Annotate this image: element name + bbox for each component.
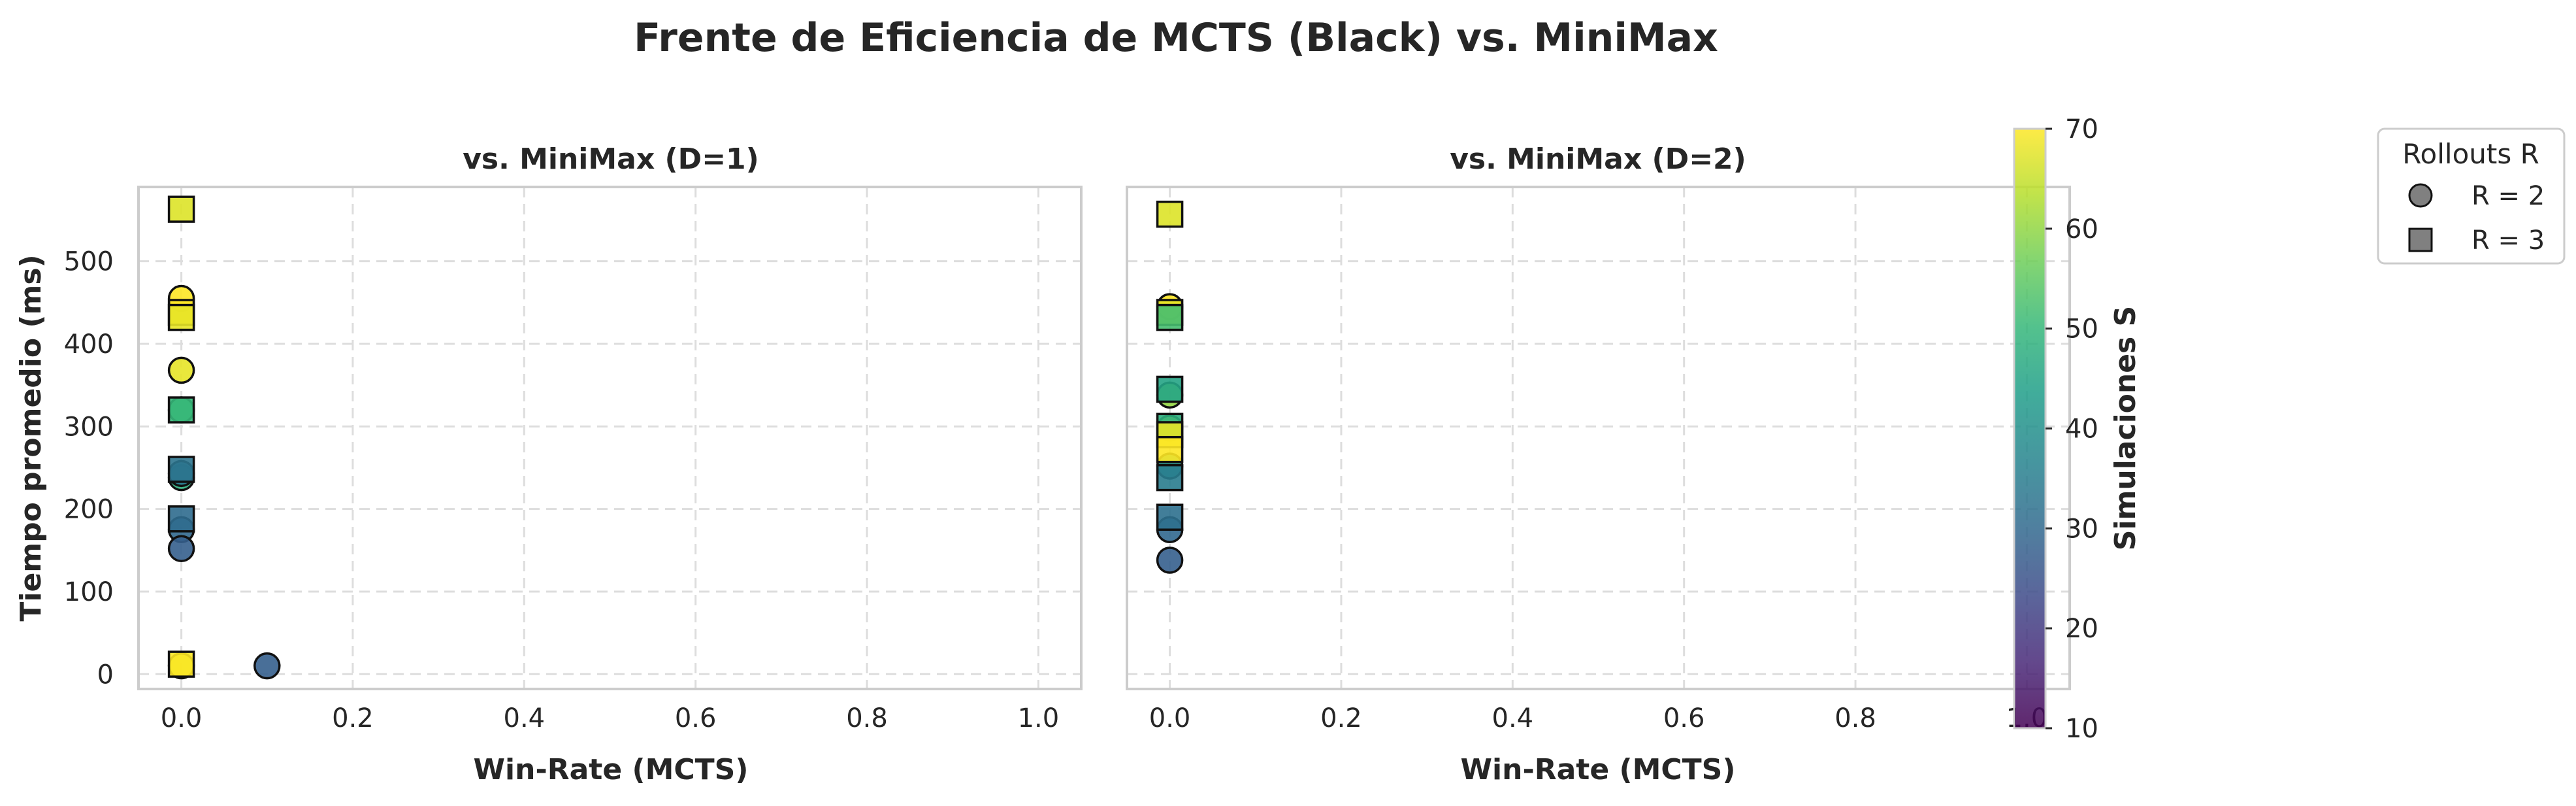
y-tick-label: 500 [64,247,114,277]
colorbar-gradient [2014,129,2046,728]
data-point-square [1156,303,1184,331]
subplot-d1: vs. MiniMax (D=1) 0.0 0.2 0.4 0.6 0.8 1.0 0 100… [14,143,1083,786]
colorbar-tick-label: 60 [2065,214,2098,244]
x-tick-label: 0.8 [1834,703,1876,733]
legend-title: Rollouts R [2402,138,2539,170]
subplot-d1-ticks: 0.0 0.2 0.4 0.6 0.8 1.0 0 100 200 300 400 500 [64,247,1060,733]
x-tick-label: 0.4 [504,703,546,733]
x-tick-label: 0.0 [1149,703,1191,733]
y-tick-label: 0 [97,660,114,690]
subplot-d1-xlabel: Win-Rate (MCTS) [474,753,749,786]
x-tick-label: 0.6 [675,703,717,733]
data-point-circle [167,356,195,384]
colorbar: 10 20 30 40 50 60 70 Simulaciones S [2013,114,2142,744]
colorbar-tick-label: 50 [2065,314,2098,344]
subplot-d1-ylabel: Tiempo promedio (ms) [14,254,48,621]
y-tick-label: 200 [64,495,114,525]
data-point-circle [253,652,281,680]
colorbar-tick-label: 40 [2065,414,2098,445]
data-point-square [167,650,195,678]
subplot-d2-title: vs. MiniMax (D=2) [1450,143,1746,176]
subplot-d1-points [167,195,281,680]
colorbar-tick-label: 30 [2065,514,2098,544]
subplot-d2-points [1156,200,1184,574]
figure-suptitle: Frente de Eficiencia de MCTS (Black) vs.… [634,15,1718,61]
subplot-d1-grid [139,187,1081,689]
data-point-circle [1156,546,1184,574]
data-point-square [167,195,195,223]
colorbar-tick-label: 10 [2065,714,2098,744]
colorbar-tick-label: 20 [2065,614,2098,644]
data-point-square [1156,200,1184,228]
subplot-d2-xlabel: Win-Rate (MCTS) [1461,753,1736,786]
colorbar-label: Simulaciones S [2109,306,2142,550]
data-point-square [167,505,195,533]
legend-label-r3: R = 3 [2471,226,2545,256]
subplot-d1-axes-frame [137,186,1083,690]
x-tick-label: 0.4 [1492,703,1534,733]
x-tick-label: 0.6 [1663,703,1705,733]
x-tick-label: 1.0 [1018,703,1060,733]
y-tick-label: 300 [64,412,114,442]
data-point-square [167,303,195,331]
data-point-square [1156,375,1184,403]
data-point-circle [167,535,195,563]
x-tick-label: 0.2 [1320,703,1362,733]
legend-circle-marker [2408,183,2433,208]
legend: Rollouts R R = 2 R = 3 [2377,127,2566,265]
legend-label-r2: R = 2 [2471,181,2545,211]
x-tick-label: 0.2 [332,703,374,733]
y-tick-label: 400 [64,329,114,360]
legend-square-marker [2408,227,2433,252]
data-point-square [1156,463,1184,492]
x-tick-label: 0.0 [161,703,203,733]
x-tick-label: 0.8 [846,703,888,733]
subplot-d2-axes-frame [1126,186,2071,690]
data-point-square [1156,435,1184,463]
data-point-square [167,456,195,483]
colorbar-tick-label: 70 [2065,114,2098,144]
y-tick-label: 100 [64,577,114,607]
data-point-square [1156,503,1184,531]
subplot-d1-title: vs. MiniMax (D=1) [463,143,759,176]
colorbar-ticks: 10 20 30 40 50 60 70 [2046,114,2098,744]
data-point-square [167,396,195,424]
